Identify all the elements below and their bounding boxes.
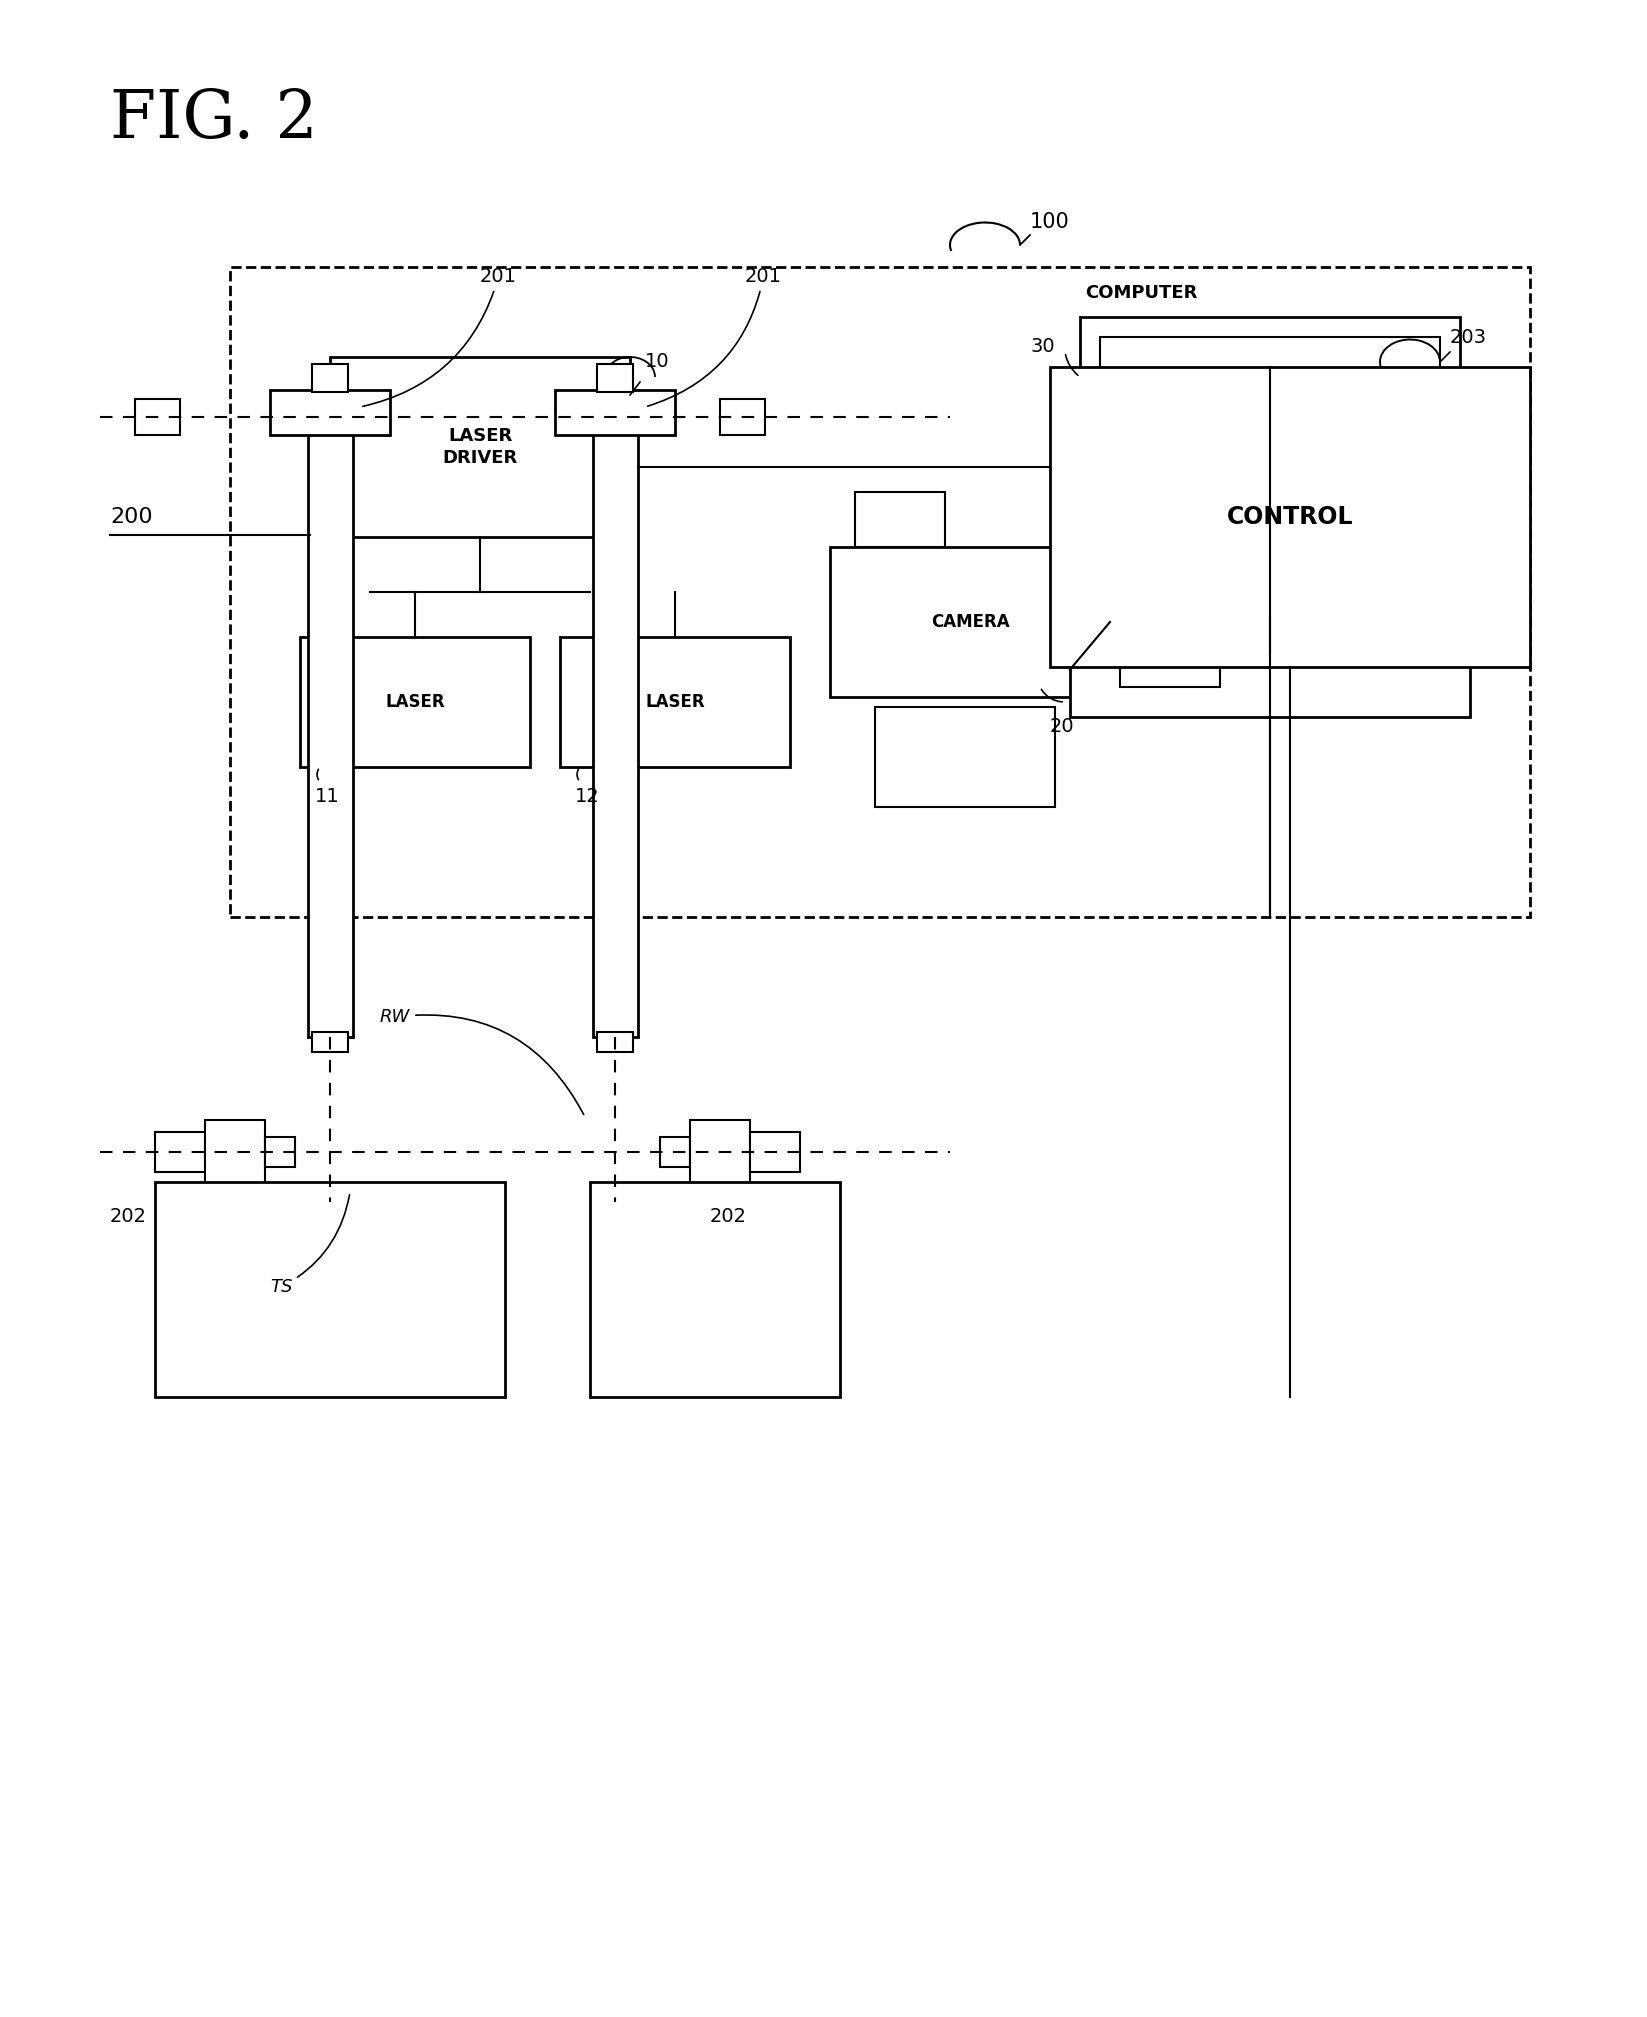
Bar	[596, 363, 632, 391]
Bar	[720, 399, 764, 436]
Text: LASER: LASER	[385, 694, 445, 712]
Text: 10: 10	[646, 353, 670, 371]
Bar	[1071, 621, 1471, 716]
Bar	[231, 266, 1530, 918]
Bar	[1080, 317, 1459, 617]
Bar	[875, 708, 1056, 807]
Bar	[1100, 337, 1439, 587]
Text: 202: 202	[110, 1206, 147, 1226]
Text: CONTROL: CONTROL	[1227, 504, 1354, 528]
Bar	[135, 399, 180, 436]
Text: 20: 20	[1051, 716, 1074, 736]
Bar	[329, 357, 631, 537]
Bar	[311, 1033, 348, 1053]
Bar	[1120, 651, 1220, 688]
Text: LASER: LASER	[646, 694, 705, 712]
Text: CAMERA: CAMERA	[931, 613, 1010, 631]
Bar	[300, 637, 530, 766]
Bar	[593, 418, 637, 1037]
Text: 200: 200	[110, 506, 153, 526]
Text: COMPUTER: COMPUTER	[1085, 284, 1197, 303]
Bar	[155, 1182, 506, 1398]
Bar	[204, 1119, 265, 1184]
Text: 100: 100	[1029, 212, 1071, 232]
Bar	[830, 547, 1110, 698]
Text: FIG. 2: FIG. 2	[110, 87, 318, 151]
Text: TS: TS	[270, 1194, 349, 1297]
Text: 201: 201	[647, 266, 782, 405]
Bar	[660, 1138, 690, 1168]
Bar	[560, 637, 791, 766]
Text: LASER
DRIVER: LASER DRIVER	[443, 428, 517, 468]
Bar	[1051, 367, 1530, 668]
Text: 30: 30	[1029, 337, 1054, 355]
Text: 202: 202	[710, 1206, 748, 1226]
Bar	[590, 1182, 840, 1398]
Bar	[155, 1132, 204, 1172]
Text: 11: 11	[315, 787, 339, 807]
Bar	[265, 1138, 295, 1168]
Text: 12: 12	[575, 787, 600, 807]
Bar	[555, 389, 675, 436]
Text: 201: 201	[362, 266, 517, 405]
Text: RW: RW	[380, 1008, 583, 1115]
Bar	[311, 363, 348, 391]
Bar	[690, 1119, 749, 1184]
Bar	[855, 492, 945, 547]
Bar	[749, 1132, 800, 1172]
Bar	[596, 1033, 632, 1053]
Text: 203: 203	[1449, 329, 1487, 347]
Bar	[270, 389, 390, 436]
Bar	[308, 418, 352, 1037]
